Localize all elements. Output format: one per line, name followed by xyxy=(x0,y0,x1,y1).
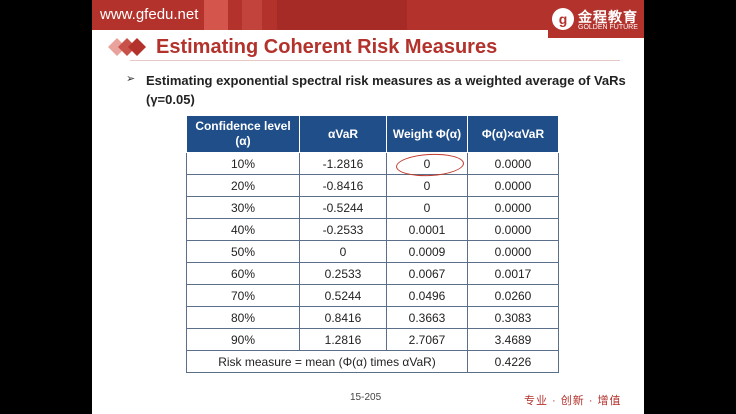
cell-confidence: 80% xyxy=(186,306,300,329)
cell-confidence: 70% xyxy=(186,284,300,307)
header-avar: αVaR xyxy=(299,115,387,153)
table-body: 10% -1.2816 0 0.0000 20% -0.8416 0 0.0000 30% -0.… xyxy=(186,152,559,351)
table-row: 90% 1.2816 2.7067 3.4689 xyxy=(186,328,559,351)
cell-avar: 0.2533 xyxy=(299,262,387,285)
cell-product: 0.0017 xyxy=(467,262,559,285)
page-title: Estimating Coherent Risk Measures xyxy=(156,36,498,58)
cell-avar: -0.5244 xyxy=(299,196,387,219)
cell-confidence: 10% xyxy=(186,152,300,175)
page-number: 15-205 xyxy=(350,392,382,403)
header-stripe xyxy=(204,0,228,30)
table-row: 40% -0.2533 0.0001 0.0000 xyxy=(186,218,559,241)
table-row: 70% 0.5244 0.0496 0.0260 xyxy=(186,284,559,307)
bullet-arrow-icon: ➢ xyxy=(126,73,136,85)
summary-value: 0.4226 xyxy=(467,350,559,373)
header-weight: Weight Φ(α) xyxy=(386,115,468,153)
cell-confidence: 50% xyxy=(186,240,300,263)
table-header-row: Confidence level (α) αVaR Weight Φ(α) Φ(… xyxy=(186,115,559,153)
cell-weight: 0.3663 xyxy=(386,306,468,329)
title-mark-icon xyxy=(108,38,146,56)
slide: www.gfedu.net g 金程教育 GOLDEN FUTURE Estim… xyxy=(92,0,644,414)
cell-confidence: 30% xyxy=(186,196,300,219)
cell-confidence: 40% xyxy=(186,218,300,241)
cell-avar: 0 xyxy=(299,240,387,263)
brand-name-en: GOLDEN FUTURE xyxy=(578,24,638,31)
cell-product: 0.0000 xyxy=(467,240,559,263)
cell-product: 0.0000 xyxy=(467,196,559,219)
summary-row: Risk measure = mean (Φ(α) times αVaR) 0.… xyxy=(186,350,559,373)
cell-avar: -0.8416 xyxy=(299,174,387,197)
site-url: www.gfedu.net xyxy=(100,6,199,23)
bullet-text: Estimating exponential spectral risk mea… xyxy=(146,73,626,107)
header-stripe xyxy=(242,0,262,30)
brand-name-cn: 金程教育 xyxy=(578,9,638,25)
cell-avar: 0.8416 xyxy=(299,306,387,329)
cell-product: 0.0000 xyxy=(467,152,559,175)
table-row: 20% -0.8416 0 0.0000 xyxy=(186,174,559,197)
logo-icon: g xyxy=(552,8,574,30)
title-bar: Estimating Coherent Risk Measures xyxy=(100,34,620,61)
cell-weight: 0.0496 xyxy=(386,284,468,307)
cell-confidence: 90% xyxy=(186,328,300,351)
brand-logo: g 金程教育 GOLDEN FUTURE xyxy=(548,0,644,38)
cell-avar: 0.5244 xyxy=(299,284,387,307)
cell-weight: 2.7067 xyxy=(386,328,468,351)
title-underline xyxy=(130,60,620,61)
cell-avar: -0.2533 xyxy=(299,218,387,241)
header-confidence: Confidence level (α) xyxy=(186,115,300,153)
cell-avar: 1.2816 xyxy=(299,328,387,351)
summary-label: Risk measure = mean (Φ(α) times αVaR) xyxy=(186,350,468,373)
table-row: 60% 0.2533 0.0067 0.0017 xyxy=(186,262,559,285)
cell-weight: 0 xyxy=(386,174,468,197)
cell-avar: -1.2816 xyxy=(299,152,387,175)
cell-product: 3.4689 xyxy=(467,328,559,351)
cell-weight: 0.0067 xyxy=(386,262,468,285)
table-row: 10% -1.2816 0 0.0000 xyxy=(186,152,559,175)
cell-product: 0.0000 xyxy=(467,174,559,197)
cell-confidence: 20% xyxy=(186,174,300,197)
footer-slogan: 专业 · 创新 · 增值 xyxy=(524,395,622,407)
table-row: 80% 0.8416 0.3663 0.3083 xyxy=(186,306,559,329)
cell-product: 0.3083 xyxy=(467,306,559,329)
table-row: 50% 0 0.0009 0.0000 xyxy=(186,240,559,263)
table-row: 30% -0.5244 0 0.0000 xyxy=(186,196,559,219)
cell-confidence: 60% xyxy=(186,262,300,285)
header-product: Φ(α)×αVaR xyxy=(467,115,559,153)
cell-weight: 0 xyxy=(386,196,468,219)
var-table: Confidence level (α) αVaR Weight Φ(α) Φ(… xyxy=(186,115,559,373)
cell-weight: 0.0001 xyxy=(386,218,468,241)
cell-weight: 0.0009 xyxy=(386,240,468,263)
cell-product: 0.0260 xyxy=(467,284,559,307)
header-stripe xyxy=(277,0,407,30)
cell-product: 0.0000 xyxy=(467,218,559,241)
